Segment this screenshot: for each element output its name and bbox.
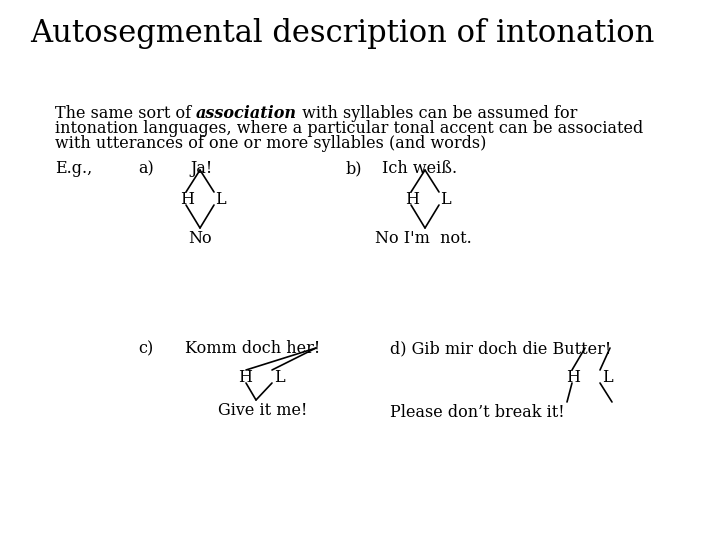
Text: L: L [440, 191, 451, 208]
Text: with syllables can be assumed for: with syllables can be assumed for [297, 105, 577, 122]
Text: The same sort of: The same sort of [55, 105, 197, 122]
Text: Give it me!: Give it me! [218, 402, 307, 419]
Text: H: H [566, 369, 580, 386]
Text: Ja!: Ja! [190, 160, 212, 177]
Text: H: H [238, 369, 252, 386]
Text: d) Gib mir doch die Butter!: d) Gib mir doch die Butter! [390, 340, 611, 357]
Text: intonation languages, where a particular tonal accent can be associated: intonation languages, where a particular… [55, 120, 643, 137]
Text: a): a) [138, 160, 154, 177]
Text: association: association [197, 105, 297, 122]
Text: L: L [602, 369, 613, 386]
Text: Komm doch her!: Komm doch her! [185, 340, 320, 357]
Text: b): b) [345, 160, 361, 177]
Text: E.g.,: E.g., [55, 160, 92, 177]
Text: with utterances of one or more syllables (and words): with utterances of one or more syllables… [55, 135, 487, 152]
Text: Ich weiß.: Ich weiß. [382, 160, 457, 177]
Text: Autosegmental description of intonation: Autosegmental description of intonation [30, 18, 654, 49]
Text: c): c) [138, 340, 153, 357]
Text: Please don’t break it!: Please don’t break it! [390, 404, 564, 421]
Text: L: L [274, 369, 284, 386]
Text: No: No [188, 230, 212, 247]
Text: L: L [215, 191, 225, 208]
Text: H: H [180, 191, 194, 208]
Text: No I'm  not.: No I'm not. [375, 230, 472, 247]
Text: H: H [405, 191, 419, 208]
